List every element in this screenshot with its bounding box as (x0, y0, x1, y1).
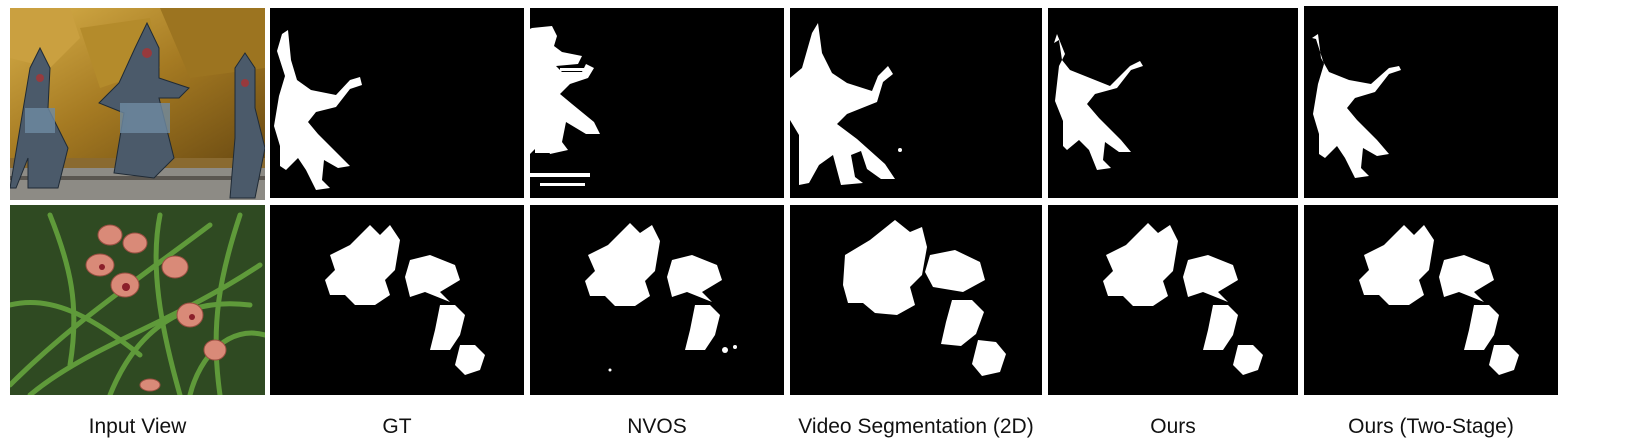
ours-mask-statue (1048, 8, 1298, 198)
gt-mask-statue (270, 8, 524, 198)
caption-ours-two-stage: Ours (Two-Stage) (1348, 415, 1514, 438)
caption-gt: GT (382, 415, 412, 438)
input-view-orchid (10, 205, 265, 395)
ours2-mask-orchid (1304, 205, 1558, 395)
gt-mask-orchid (270, 205, 524, 395)
caption-ours: Ours (1150, 415, 1196, 438)
caption-input-view: Input View (88, 415, 187, 438)
nvos-mask-orchid (530, 205, 784, 395)
caption-video-segmentation: Video Segmentation (2D) (798, 415, 1034, 438)
video-seg-mask-statue (790, 8, 1042, 198)
ours-mask-orchid (1048, 205, 1298, 395)
input-view-statue (10, 8, 265, 200)
video-seg-mask-orchid (790, 205, 1042, 395)
caption-nvos: NVOS (627, 415, 687, 438)
nvos-mask-statue (530, 8, 784, 198)
ours2-mask-statue (1304, 6, 1558, 198)
